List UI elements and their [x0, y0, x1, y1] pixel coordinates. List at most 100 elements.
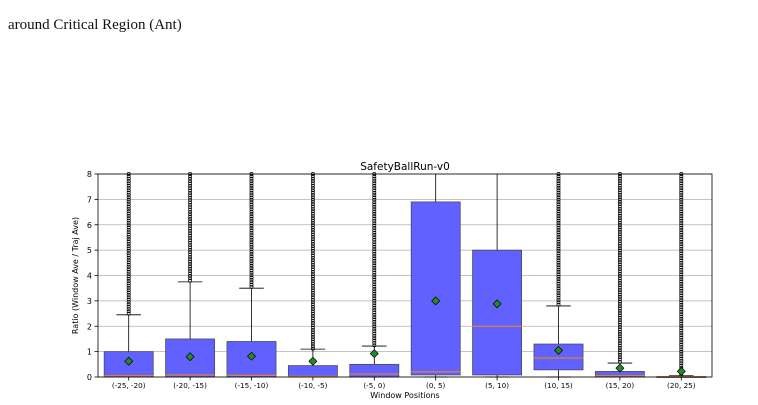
outlier-point	[310, 304, 315, 309]
outlier-point	[310, 220, 315, 225]
outlier-point	[126, 239, 131, 244]
outlier-point	[310, 346, 315, 351]
outliers	[372, 172, 377, 348]
outlier-point	[126, 267, 131, 272]
outlier-point	[188, 254, 193, 259]
outlier-point	[372, 202, 377, 207]
outlier-point	[126, 265, 131, 269]
outlier-point	[679, 263, 684, 268]
outlier-point	[310, 316, 315, 321]
outlier-point	[372, 247, 377, 252]
outlier-point	[679, 277, 684, 282]
outlier-point	[372, 322, 377, 327]
outliers	[556, 172, 561, 307]
outlier-point	[188, 269, 193, 274]
outlier-point	[617, 260, 622, 265]
outlier-point	[249, 212, 254, 216]
outlier-point	[126, 174, 131, 179]
outlier-point	[679, 335, 684, 340]
outlier-point	[372, 237, 377, 242]
outlier-point	[556, 258, 561, 263]
outlier-point	[617, 325, 622, 329]
y-tick-label: 2	[87, 322, 92, 331]
outlier-point	[188, 217, 193, 221]
outlier-point	[310, 288, 315, 293]
outlier-point	[679, 347, 684, 352]
outlier-point	[310, 202, 315, 207]
outlier-point	[126, 188, 131, 193]
outlier-point	[126, 304, 131, 309]
box-series	[103, 172, 707, 378]
y-tick-label: 8	[87, 170, 92, 179]
outlier-point	[372, 315, 377, 320]
outlier-point	[679, 312, 684, 317]
outlier-point	[188, 259, 193, 264]
x-tick-label: (-25, -20)	[112, 381, 146, 390]
outlier-point	[372, 207, 377, 212]
outlier-point	[556, 249, 561, 253]
outlier-point	[617, 176, 622, 181]
outlier-point	[617, 267, 622, 271]
box-7	[533, 172, 584, 378]
outlier-point	[372, 270, 377, 275]
outlier-point	[617, 262, 622, 267]
x-tick-label: (10, 15)	[544, 381, 573, 390]
outlier-point	[679, 195, 684, 200]
outlier-point	[126, 279, 131, 283]
outlier-point	[126, 260, 131, 265]
outlier-point	[372, 254, 377, 259]
outlier-point	[556, 260, 561, 265]
x-tick-label: (15, 20)	[606, 381, 635, 390]
outlier-point	[310, 216, 315, 221]
outlier-point	[556, 211, 561, 216]
outlier-point	[372, 193, 377, 198]
outlier-point	[372, 272, 377, 277]
outlier-point	[310, 295, 315, 300]
box-2	[226, 172, 277, 378]
outlier-point	[679, 209, 684, 214]
outlier-point	[617, 174, 622, 179]
outlier-point	[617, 281, 622, 285]
outlier-point	[372, 216, 377, 221]
outlier-point	[126, 295, 131, 300]
outlier-point	[310, 276, 315, 281]
outlier-point	[617, 334, 622, 339]
outlier-point	[617, 234, 622, 239]
outlier-point	[617, 181, 622, 186]
outlier-point	[556, 197, 561, 202]
outlier-point	[188, 221, 193, 226]
outlier-point	[372, 284, 377, 289]
outlier-point	[188, 231, 193, 236]
outlier-point	[188, 193, 193, 198]
outlier-point	[617, 264, 622, 269]
outlier-point	[249, 237, 254, 242]
outlier-point	[310, 211, 315, 216]
outlier-point	[556, 200, 561, 204]
outlier-point	[679, 333, 684, 338]
outlier-point	[617, 290, 622, 295]
outlier-point	[310, 244, 315, 249]
outlier-point	[188, 228, 193, 233]
outlier-point	[126, 206, 131, 211]
outlier-point	[249, 261, 254, 266]
outlier-point	[249, 186, 254, 191]
outlier-point	[310, 237, 315, 242]
outlier-point	[126, 293, 131, 297]
outlier-point	[372, 336, 377, 341]
outlier-point	[310, 311, 315, 316]
mean-marker	[124, 356, 134, 366]
outlier-point	[372, 279, 377, 284]
outlier-point	[372, 221, 377, 226]
outlier-point	[679, 358, 684, 363]
outlier-point	[126, 286, 131, 290]
outlier-point	[617, 188, 622, 193]
outlier-point	[310, 267, 315, 272]
outlier-point	[188, 207, 193, 212]
outlier-point	[372, 275, 377, 280]
outlier-point	[679, 291, 684, 296]
outlier-point	[556, 256, 561, 260]
outlier-point	[372, 181, 377, 186]
outlier-point	[556, 228, 561, 232]
x-tick-label: (-15, -10)	[235, 381, 269, 390]
outlier-point	[188, 176, 193, 181]
